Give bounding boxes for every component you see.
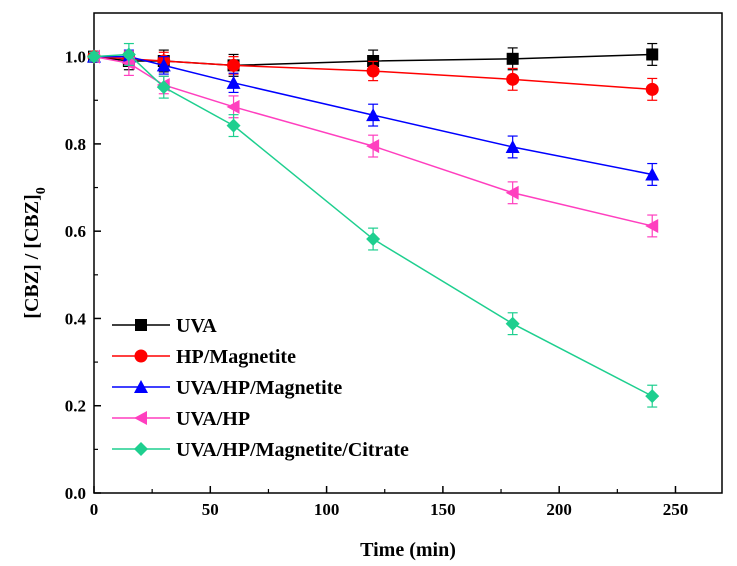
data-point — [366, 232, 381, 247]
series-uva-hp-magnetite-citrate — [87, 42, 660, 408]
x-tick-label: 150 — [430, 500, 456, 519]
data-point — [227, 58, 241, 72]
data-point — [506, 72, 520, 86]
legend-marker — [134, 411, 147, 425]
legend-marker — [135, 319, 147, 331]
x-tick-label: 100 — [314, 500, 340, 519]
legend-label: UVA/HP — [176, 408, 250, 430]
data-point — [645, 82, 659, 96]
data-point — [366, 64, 380, 78]
y-tick-label: 0.6 — [65, 222, 86, 241]
x-tick-label: 250 — [663, 500, 689, 519]
x-axis-title: Time (min) — [360, 539, 456, 561]
legend-marker — [134, 442, 148, 456]
data-point — [646, 48, 659, 61]
y-axis-title-subscript: 0 — [34, 187, 49, 194]
data-point — [87, 49, 101, 64]
legend: UVA HP/Magnetite UVA/HP/Magnetite UVA/HP UVA… — [112, 315, 409, 461]
y-tick-label: 1.0 — [65, 48, 86, 67]
y-tick-label: 0.2 — [65, 397, 86, 416]
legend-item: UVA/HP/Magnetite — [112, 377, 342, 399]
data-point — [226, 75, 241, 89]
plot-frame — [93, 12, 723, 494]
data-point — [505, 185, 519, 200]
data-point — [366, 139, 380, 154]
data-point — [645, 167, 660, 181]
legend-label: UVA/HP/Magnetite — [176, 377, 342, 399]
y-tick-label: 0.8 — [65, 135, 86, 154]
data-point — [505, 316, 520, 331]
legend-marker — [134, 349, 148, 363]
axis-ticks: 0 50 100 150 200 250 0.0 0.2 0.4 0.6 0.8 1.0 — [65, 48, 688, 519]
x-tick-label: 50 — [202, 500, 219, 519]
data-point — [226, 118, 241, 133]
x-tick-label: 200 — [546, 500, 572, 519]
data-point — [121, 47, 136, 62]
data-point — [505, 139, 520, 153]
legend-item: HP/Magnetite — [112, 346, 296, 368]
data-point — [645, 218, 659, 233]
data-point — [226, 99, 240, 114]
data-point — [506, 52, 519, 65]
y-tick-label: 0.4 — [65, 309, 87, 328]
legend-label: HP/Magnetite — [176, 346, 296, 368]
legend-item: UVA — [112, 315, 217, 337]
y-axis-title: [CBZ] / [CBZ]0 — [21, 187, 49, 318]
legend-label: UVA — [176, 315, 217, 337]
x-tick-label: 0 — [90, 500, 99, 519]
data-point — [156, 80, 171, 95]
legend-item: UVA/HP — [112, 408, 250, 430]
y-tick-label: 0.0 — [65, 484, 86, 503]
legend-label: UVA/HP/Magnetite/Citrate — [176, 439, 409, 461]
data-point — [366, 108, 381, 122]
legend-marker — [134, 380, 148, 393]
y-axis-title-main: [CBZ] / [CBZ] — [21, 194, 43, 318]
data-series — [87, 42, 660, 408]
data-point — [156, 58, 171, 72]
legend-item: UVA/HP/Magnetite/Citrate — [112, 439, 409, 461]
data-point — [645, 389, 660, 404]
